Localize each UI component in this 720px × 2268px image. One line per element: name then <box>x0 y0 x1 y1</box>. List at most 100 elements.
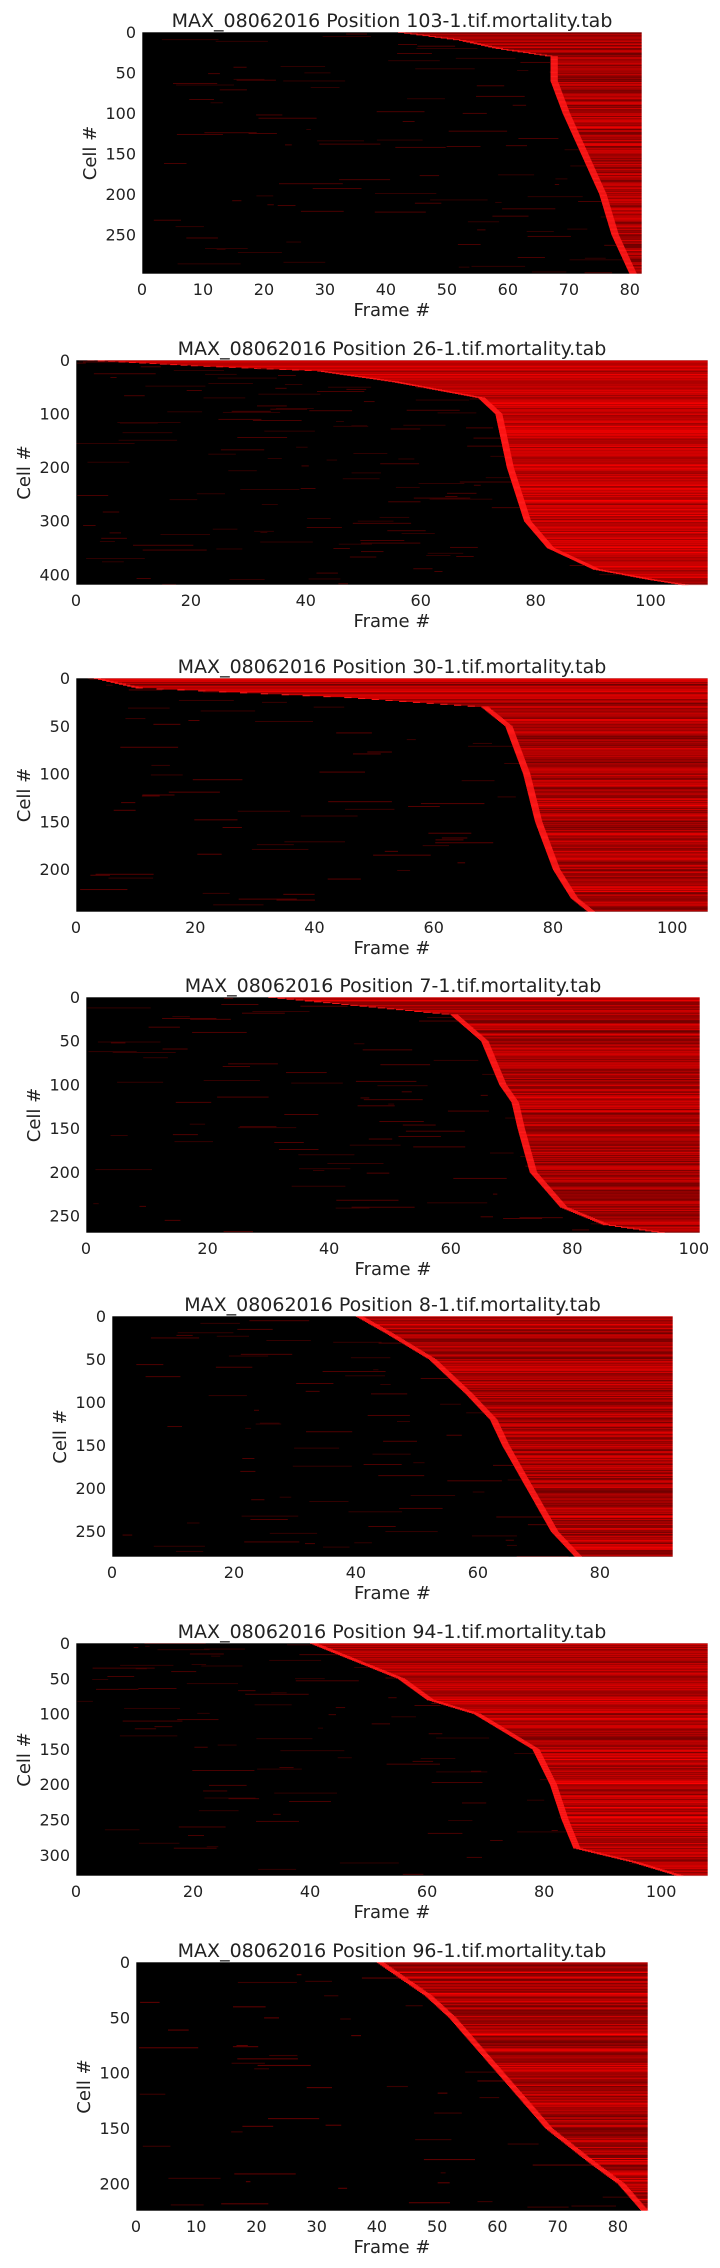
y-tick-label: 150 <box>99 2119 130 2138</box>
x-axis-label: Frame # <box>354 1583 431 1604</box>
y-tick-label: 200 <box>105 185 136 204</box>
chart-title: MAX_08062016 Position 8-1.tif.mortality.… <box>184 1294 601 1316</box>
x-tick-label: 20 <box>183 1882 203 1901</box>
x-axis-label: Frame # <box>354 300 431 321</box>
x-tick-label: 80 <box>562 1239 582 1258</box>
heatmap-panel: MAX_08062016 Position 26-1.tif.mortality… <box>14 338 709 632</box>
heatmap-cells <box>77 1643 708 1877</box>
x-tick-label: 30 <box>307 2217 327 2236</box>
y-tick-label: 200 <box>39 860 70 879</box>
y-axis-label: Cell # <box>24 1088 45 1142</box>
x-tick-label: 10 <box>186 2217 206 2236</box>
plot-frame <box>75 677 709 913</box>
y-tick-label: 100 <box>39 1705 70 1724</box>
y-tick-label: 200 <box>39 458 70 477</box>
y-tick-label: 100 <box>75 1393 106 1412</box>
x-tick-label: 80 <box>525 591 545 610</box>
x-tick-label: 100 <box>679 1239 710 1258</box>
x-tick-label: 80 <box>620 280 640 299</box>
x-tick-label: 50 <box>427 2217 447 2236</box>
y-tick-label: 50 <box>116 63 136 82</box>
x-tick-label: 30 <box>315 280 335 299</box>
x-axis-label: Frame # <box>354 611 431 632</box>
plot-frame <box>75 359 709 586</box>
x-tick-label: 60 <box>498 280 518 299</box>
y-tick-label: 150 <box>105 144 136 163</box>
y-axis-label: Cell # <box>14 445 35 499</box>
y-tick-label: 100 <box>99 2064 130 2083</box>
y-tick-label: 250 <box>105 225 136 244</box>
x-tick-label: 0 <box>137 280 147 299</box>
y-tick-label: 50 <box>60 1032 80 1051</box>
y-tick-label: 100 <box>39 765 70 784</box>
x-tick-label: 0 <box>71 1882 81 1901</box>
y-tick-label: 150 <box>75 1436 106 1455</box>
y-tick-label: 200 <box>99 2174 130 2193</box>
x-tick-label: 20 <box>197 1239 217 1258</box>
heatmap-panel: MAX_08062016 Position 8-1.tif.mortality.… <box>50 1294 674 1604</box>
y-tick-label: 200 <box>39 1775 70 1794</box>
plot-frame <box>111 1315 674 1558</box>
x-tick-label: 60 <box>424 918 444 937</box>
x-tick-label: 50 <box>437 280 457 299</box>
plot-frame <box>141 31 643 275</box>
y-tick-label: 150 <box>49 1119 80 1138</box>
x-tick-label: 40 <box>319 1239 339 1258</box>
heatmap-cells <box>139 1962 649 2211</box>
heatmap-cells <box>153 32 642 274</box>
y-tick-label: 250 <box>49 1207 80 1226</box>
y-tick-label: 50 <box>50 717 70 736</box>
x-tick-label: 80 <box>590 1563 610 1582</box>
x-tick-label: 60 <box>468 1563 488 1582</box>
y-tick-label: 0 <box>60 1634 70 1653</box>
x-axis-label: Frame # <box>354 2237 431 2258</box>
y-tick-label: 100 <box>39 405 70 424</box>
chart-title: MAX_08062016 Position 103-1.tif.mortalit… <box>172 10 613 32</box>
x-axis-label: Frame # <box>355 1259 432 1280</box>
x-tick-label: 40 <box>296 591 316 610</box>
y-tick-label: 250 <box>39 1811 70 1830</box>
x-tick-label: 100 <box>635 591 666 610</box>
y-tick-label: 0 <box>60 669 70 688</box>
x-tick-label: 10 <box>193 280 213 299</box>
y-tick-label: 300 <box>39 512 70 531</box>
chart-title: MAX_08062016 Position 26-1.tif.mortality… <box>178 338 607 360</box>
y-tick-label: 0 <box>96 1307 106 1326</box>
y-tick-label: 0 <box>60 351 70 370</box>
y-tick-label: 50 <box>110 2008 130 2027</box>
x-axis-label: Frame # <box>354 938 431 959</box>
y-tick-label: 150 <box>39 812 70 831</box>
y-tick-label: 0 <box>70 988 80 1007</box>
y-axis-label: Cell # <box>14 1732 35 1786</box>
x-tick-label: 0 <box>131 2217 141 2236</box>
plot-frame <box>85 996 701 1234</box>
heatmap-cells <box>87 997 700 1233</box>
x-tick-label: 40 <box>376 280 396 299</box>
y-axis-label: Cell # <box>74 2059 95 2113</box>
x-tick-label: 40 <box>300 1882 320 1901</box>
x-tick-label: 100 <box>646 1882 677 1901</box>
y-tick-label: 0 <box>126 23 136 42</box>
chart-title: MAX_08062016 Position 94-1.tif.mortality… <box>178 1621 607 1643</box>
x-axis-label: Frame # <box>354 1902 431 1923</box>
y-axis-label: Cell # <box>80 126 101 180</box>
y-tick-label: 100 <box>105 104 136 123</box>
x-tick-label: 20 <box>181 591 201 610</box>
x-tick-label: 40 <box>367 2217 387 2236</box>
y-tick-label: 150 <box>39 1740 70 1759</box>
heatmap-cells <box>80 678 709 912</box>
x-tick-label: 60 <box>417 1882 437 1901</box>
x-tick-label: 0 <box>71 918 81 937</box>
y-tick-label: 50 <box>86 1350 106 1369</box>
y-tick-label: 50 <box>50 1669 70 1688</box>
y-tick-label: 200 <box>75 1479 106 1498</box>
x-tick-label: 70 <box>547 2217 567 2236</box>
x-tick-label: 20 <box>254 280 274 299</box>
x-tick-label: 80 <box>543 918 563 937</box>
chart-title: MAX_08062016 Position 96-1.tif.mortality… <box>178 1940 607 1962</box>
heatmap-cells <box>76 360 709 586</box>
heatmap-panel: MAX_08062016 Position 7-1.tif.mortality.… <box>24 975 709 1280</box>
chart-title: MAX_08062016 Position 30-1.tif.mortality… <box>178 656 607 678</box>
plot-frame <box>75 1642 709 1877</box>
